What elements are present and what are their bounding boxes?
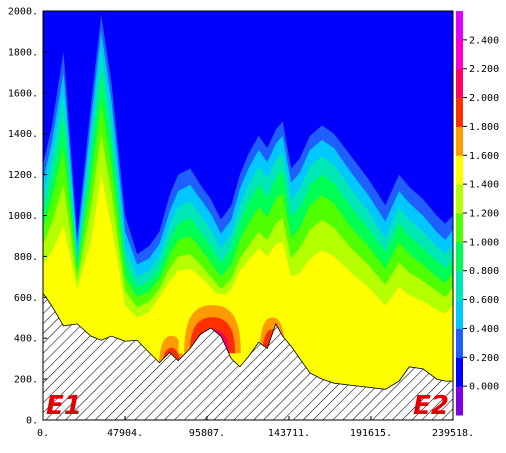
- y-tick-label: 1000.: [8, 211, 38, 222]
- colorbar-label: 1.600: [469, 151, 499, 162]
- colorbar-swatch: [456, 270, 463, 301]
- colorbar-label: 0.600: [469, 295, 499, 306]
- y-tick-label: 400.: [14, 334, 38, 345]
- colorbar-label: 1.200: [469, 209, 499, 220]
- y-tick-label: 0.: [26, 416, 38, 427]
- y-tick-label: 1200.: [8, 170, 38, 181]
- colorbar-swatch: [456, 241, 463, 272]
- y-tick-label: 800.: [14, 252, 38, 263]
- y-tick-label: 200.: [14, 375, 38, 386]
- contour-fields: [43, 11, 453, 420]
- x-tick-label: 47904.: [107, 428, 143, 439]
- y-tick-label: 1800.: [8, 47, 38, 58]
- y-tick-label: 600.: [14, 293, 38, 304]
- endpoint-label-end: E2: [413, 391, 449, 421]
- colorbar-swatch: [456, 39, 463, 70]
- x-tick-label: 95807.: [189, 428, 225, 439]
- x-tick-label: 0.: [37, 428, 49, 439]
- colorbar-swatch: [456, 184, 463, 214]
- terrain-hatch: [43, 292, 453, 420]
- colorbar-label: 2.200: [469, 64, 499, 75]
- x-tick-label: 143711.: [268, 428, 310, 439]
- colorbar-swatch: [456, 155, 463, 185]
- x-tick-label: 239518.: [432, 428, 474, 439]
- y-tick-label: 1600.: [8, 88, 38, 99]
- colorbar-swatch: [456, 328, 463, 358]
- colorbar-swatch: [456, 126, 463, 156]
- y-tick-label: 1400.: [8, 129, 38, 140]
- colorbar-swatch: [456, 357, 463, 387]
- colorbar-label: 0.400: [469, 324, 499, 335]
- colorbar-label: 2.000: [469, 93, 499, 104]
- plot-area: [43, 11, 453, 420]
- axes: 0. 200. 400. 600. 800. 1000. 1200. 1400. 1600. 18…: [8, 7, 474, 440]
- colorbar-swatch: [456, 11, 463, 41]
- colorbar-swatch: [456, 213, 463, 243]
- colorbar-label: 0.000: [469, 382, 499, 393]
- colorbar-label: 1.800: [469, 122, 499, 133]
- x-tick-label: 191615.: [350, 428, 392, 439]
- y-tick-label: 2000.: [8, 7, 38, 18]
- colorbar-swatch: [456, 299, 463, 329]
- endpoint-label-start: E1: [46, 391, 82, 421]
- colorbar-swatch: [456, 97, 463, 127]
- colorbar-label: 0.200: [469, 353, 499, 364]
- endpoint-labels: E1 E2: [46, 391, 449, 421]
- colorbar-label: 1.400: [469, 180, 499, 191]
- colorbar-label: 0.800: [469, 266, 499, 277]
- colorbar-label: 2.400: [469, 35, 499, 46]
- colorbar: 0.000 0.200 0.400 0.600 0.800 1.000 1.200 1.400…: [456, 11, 499, 416]
- colorbar-swatch: [456, 68, 463, 99]
- colorbar-label: 1.000: [469, 237, 499, 248]
- colorbar-swatch: [456, 386, 463, 416]
